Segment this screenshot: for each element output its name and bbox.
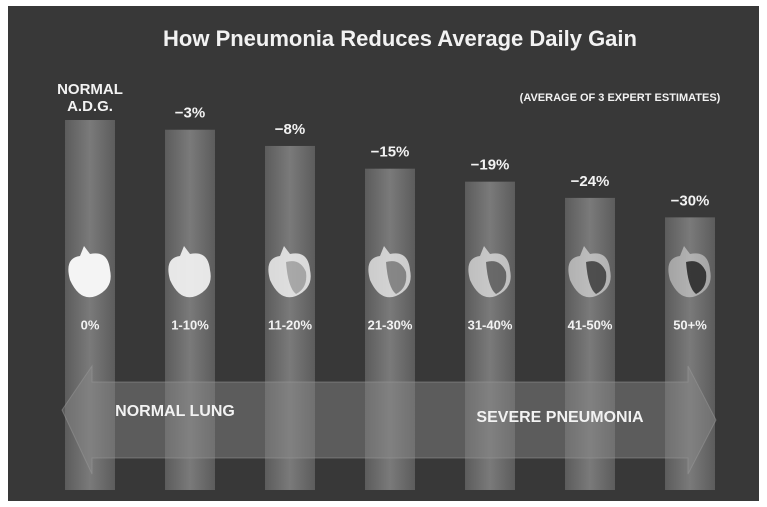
- lung-damage: [686, 261, 707, 294]
- x-tick-label: 21-30%: [368, 317, 413, 332]
- lung-icon: [268, 246, 311, 298]
- arrow-left-label: NORMAL LUNG: [115, 403, 235, 420]
- x-tick-label: 50+%: [673, 317, 707, 332]
- chart-title: How Pneumonia Reduces Average Daily Gain: [163, 26, 637, 51]
- severity-arrow: [61, 364, 717, 475]
- bar: [265, 145, 315, 490]
- bar: [65, 120, 115, 490]
- arrow-right-label: SEVERE PNEUMONIA: [476, 409, 644, 426]
- chart-subtitle: (AVERAGE OF 3 EXPERT ESTIMATES): [520, 92, 721, 104]
- lung-icon: [68, 246, 111, 298]
- lung-damage: [586, 261, 607, 294]
- value-label: −19%: [471, 157, 510, 174]
- value-label: −3%: [175, 105, 205, 122]
- lung-damage: [286, 261, 307, 294]
- x-tick-label: 41-50%: [568, 317, 613, 332]
- value-label: −8%: [275, 121, 305, 138]
- x-tick-label: 11-20%: [268, 317, 313, 332]
- value-label: −15%: [371, 144, 410, 161]
- bars: [65, 120, 715, 491]
- bar: [565, 197, 615, 491]
- lung-icon: [168, 246, 211, 298]
- x-tick-label: 31-40%: [468, 317, 513, 332]
- value-label: −24%: [571, 173, 610, 190]
- x-tick-label: 1-10%: [171, 317, 209, 332]
- bar: [365, 168, 415, 490]
- bar: [165, 129, 215, 490]
- value-label: NORMAL A.D.G.: [57, 81, 123, 115]
- lung-damage: [386, 261, 407, 294]
- value-label: −30%: [671, 192, 710, 209]
- bar: [465, 181, 515, 490]
- lung-icon: [368, 246, 411, 298]
- x-tick-label: 0%: [81, 317, 100, 332]
- lung-damage: [486, 261, 507, 294]
